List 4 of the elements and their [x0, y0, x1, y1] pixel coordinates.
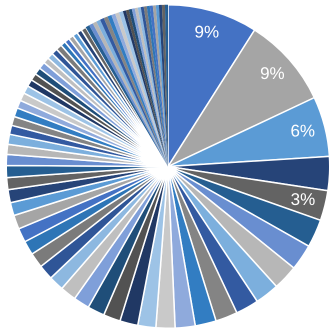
data-label: 9% — [194, 22, 220, 42]
data-label: 6% — [290, 122, 316, 141]
data-label: 3% — [290, 190, 316, 209]
data-label: 9% — [260, 64, 285, 84]
